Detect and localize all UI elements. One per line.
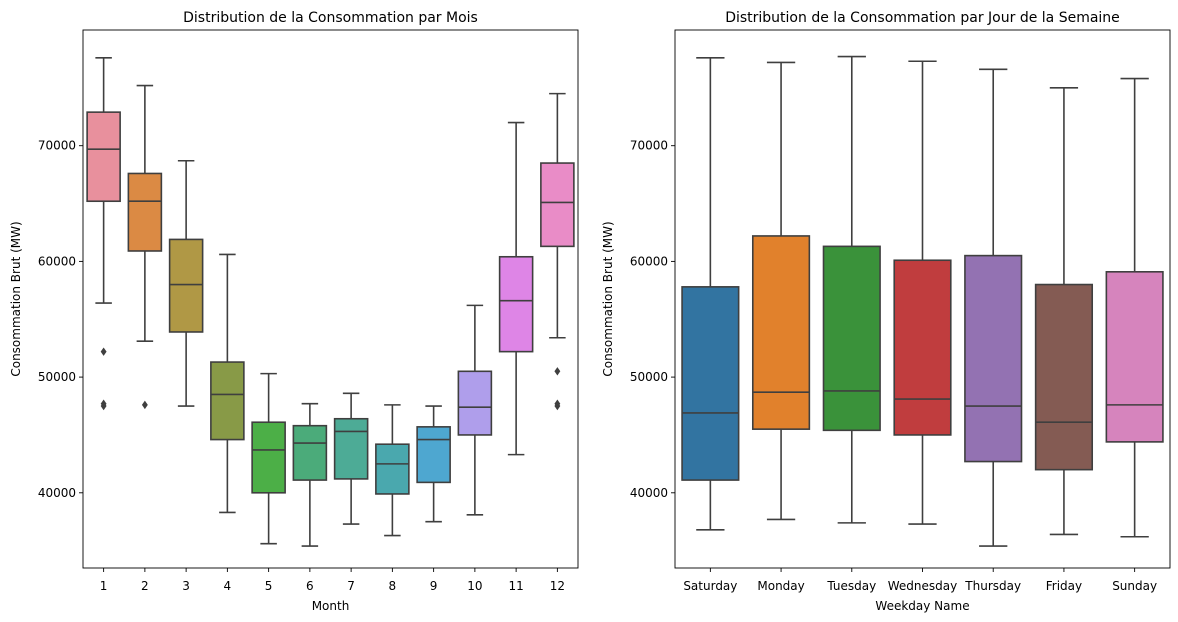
chart-title: Distribution de la Consommation par Jour… — [725, 10, 1120, 26]
box-2 — [127, 84, 163, 410]
x-tick-label: Thursday — [964, 579, 1021, 593]
x-axis-label: Weekday Name — [875, 599, 969, 613]
chart-weekday: Distribution de la Consommation par Jour… — [601, 10, 1171, 613]
box-3 — [168, 159, 204, 407]
outlier-marker — [141, 400, 148, 410]
y-tick-label: 50000 — [630, 370, 668, 384]
y-axis-ticks: 40000 50000 60000 70000 — [38, 139, 83, 500]
box-iqr — [375, 443, 410, 495]
box-iqr — [333, 417, 369, 480]
box-iqr — [1034, 283, 1094, 471]
box-11 — [498, 121, 534, 456]
outlier-marker — [554, 401, 561, 411]
y-tick-label: 60000 — [38, 254, 76, 268]
box-Thursday — [964, 68, 1023, 547]
box-iqr — [210, 361, 245, 441]
y-axis-label: Consommation Brut (MW) — [9, 221, 23, 376]
outlier-marker — [554, 367, 561, 376]
box-6 — [292, 402, 328, 547]
box-iqr — [292, 424, 328, 481]
chart-monthly: Distribution de la Consommation par Mois… — [9, 10, 579, 613]
chart-title: Distribution de la Consommation par Mois — [183, 10, 478, 26]
box-1 — [86, 56, 121, 411]
box-group — [681, 55, 1164, 547]
box-Saturday — [681, 56, 740, 531]
box-12 — [540, 92, 575, 411]
x-tick-label: 4 — [224, 579, 232, 593]
box-7 — [333, 392, 369, 525]
x-tick-label: 6 — [306, 579, 314, 593]
x-tick-label: Tuesday — [826, 579, 876, 593]
box-iqr — [751, 235, 811, 430]
box-iqr — [457, 370, 493, 436]
box-Wednesday — [893, 60, 952, 525]
box-iqr — [416, 426, 451, 484]
box-Sunday — [1105, 77, 1164, 538]
box-4 — [210, 253, 245, 514]
plot-frame — [82, 29, 579, 569]
box-group — [86, 56, 575, 547]
x-axis-label: Month — [312, 599, 350, 613]
x-tick-label: Monday — [757, 579, 804, 593]
box-iqr — [964, 254, 1023, 463]
x-tick-label: 8 — [389, 579, 397, 593]
y-tick-label: 70000 — [38, 139, 76, 153]
box-9 — [416, 405, 451, 523]
box-iqr — [681, 286, 740, 481]
x-tick-label: 10 — [467, 579, 482, 593]
outlier-marker — [100, 347, 107, 356]
x-tick-label: 9 — [430, 579, 438, 593]
y-tick-label: 50000 — [38, 370, 76, 384]
y-tick-label: 40000 — [630, 486, 668, 500]
box-iqr — [498, 255, 534, 353]
box-5 — [251, 372, 286, 545]
box-Tuesday — [822, 55, 881, 524]
x-tick-label: 12 — [550, 579, 565, 593]
x-axis-ticks: Saturday Monday Tuesday Wednesday Thursday Fr… — [683, 568, 1157, 593]
box-8 — [375, 404, 410, 537]
box-iqr — [540, 162, 575, 248]
box-iqr — [251, 421, 286, 494]
x-tick-label: Wednesday — [888, 579, 957, 593]
x-tick-label: Sunday — [1112, 579, 1157, 593]
y-tick-label: 70000 — [630, 139, 668, 153]
box-iqr — [168, 238, 204, 333]
x-tick-label: 7 — [347, 579, 355, 593]
y-axis-label: Consommation Brut (MW) — [601, 221, 615, 376]
x-tick-label: 5 — [265, 579, 273, 593]
y-tick-label: 40000 — [38, 486, 76, 500]
box-10 — [457, 304, 493, 516]
x-tick-label: 3 — [182, 579, 190, 593]
box-iqr — [86, 111, 121, 203]
x-tick-label: 2 — [141, 579, 149, 593]
y-axis-ticks: 40000 50000 60000 70000 — [630, 139, 675, 500]
box-iqr — [893, 259, 952, 436]
box-iqr — [822, 245, 881, 432]
box-iqr — [1105, 271, 1164, 443]
y-tick-label: 60000 — [630, 254, 668, 268]
x-axis-ticks: 1 2 3 4 5 6 7 8 9 10 11 12 — [100, 568, 565, 593]
x-tick-label: 1 — [100, 579, 108, 593]
box-Friday — [1034, 87, 1094, 536]
x-tick-label: 11 — [508, 579, 523, 593]
box-iqr — [127, 172, 163, 252]
x-tick-label: Saturday — [683, 579, 737, 593]
outlier-marker — [100, 401, 107, 411]
x-tick-label: Friday — [1046, 579, 1082, 593]
box-Monday — [751, 61, 811, 521]
